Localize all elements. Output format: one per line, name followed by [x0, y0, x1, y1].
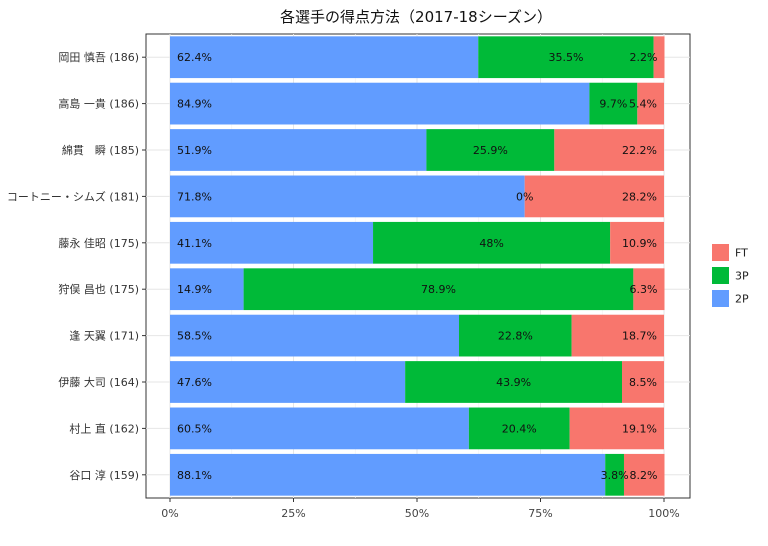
- bar-ft: [569, 407, 664, 450]
- y-tick-label: 伊藤 大司 (164): [58, 375, 139, 389]
- bar-ft: [554, 129, 664, 171]
- legend-key-ft: [712, 244, 729, 261]
- bar-3p: [478, 36, 654, 79]
- bar-3p: [458, 314, 572, 357]
- bar-2p: [170, 268, 244, 311]
- y-tick-label: コートニー・シムズ (181): [7, 189, 139, 203]
- bar-label-ft: 19.1%: [622, 422, 657, 435]
- bar-label-3p: 25.9%: [473, 144, 508, 157]
- bar-2p: [170, 82, 590, 125]
- bar-label-2p: 71.8%: [177, 190, 212, 203]
- bar-label-ft: 8.5%: [629, 376, 657, 389]
- bar-3p: [373, 221, 611, 264]
- bar-label-ft: 18.7%: [622, 330, 657, 343]
- bar-3p: [426, 129, 555, 171]
- bar-label-3p: 20.4%: [502, 422, 537, 435]
- bar-2p: [170, 221, 374, 264]
- bar-label-ft: 6.3%: [630, 283, 658, 296]
- bar-ft: [622, 361, 664, 403]
- y-tick-label: 村上 直 (162): [69, 421, 139, 435]
- bar-3p: [243, 268, 634, 311]
- bar-3p: [605, 453, 624, 496]
- bar-label-ft: 10.9%: [622, 237, 657, 250]
- bar-2p: [170, 314, 459, 357]
- chart-title: 各選手の得点方法（2017-18シーズン）: [280, 8, 552, 26]
- y-tick-label: 藤永 佳昭 (175): [58, 236, 139, 250]
- y-tick-label: 谷口 淳 (159): [69, 468, 139, 482]
- bar-label-ft: 5.4%: [629, 98, 657, 111]
- bar-ft: [524, 175, 664, 218]
- x-tick-label: 100%: [648, 507, 679, 520]
- bar-label-2p: 51.9%: [177, 144, 212, 157]
- bar-label-ft: 8.2%: [630, 469, 658, 482]
- bar-label-2p: 88.1%: [177, 469, 212, 482]
- bar-label-3p: 3.8%: [601, 469, 629, 482]
- bar-2p: [170, 175, 525, 218]
- legend-key-3p: [712, 267, 729, 284]
- bar-ft: [571, 314, 664, 357]
- bar-label-3p: 48%: [479, 237, 503, 250]
- bar-ft: [637, 82, 664, 125]
- bar-label-3p: 9.7%: [599, 98, 627, 111]
- bar-label-3p: 0%: [516, 190, 533, 203]
- bar-label-2p: 58.5%: [177, 330, 212, 343]
- bar-2p: [170, 36, 479, 79]
- legend-label-2p: 2P: [735, 293, 749, 306]
- bar-ft: [610, 221, 664, 264]
- bar-label-3p: 78.9%: [421, 283, 456, 296]
- bar-label-3p: 22.8%: [498, 330, 533, 343]
- legend-label-ft: FT: [735, 247, 748, 260]
- bar-3p: [468, 407, 570, 450]
- bar-label-ft: 22.2%: [622, 144, 657, 157]
- bar-label-2p: 60.5%: [177, 422, 212, 435]
- bar-label-ft: 28.2%: [622, 190, 657, 203]
- legend: FT 3P 2P: [712, 244, 749, 307]
- x-tick-label: 25%: [281, 507, 305, 520]
- x-tick-label: 75%: [528, 507, 552, 520]
- legend-label-3p: 3P: [735, 270, 749, 283]
- bar-ft: [633, 268, 665, 311]
- bar-ft: [623, 453, 665, 496]
- bar-2p: [170, 407, 469, 450]
- bar-3p: [405, 361, 623, 403]
- plot-area: 62.4% 35.5% 2.2% 岡田 慎吾 (186) 84.9% 9.7% 5.4% 高島…: [7, 33, 691, 520]
- bar-label-2p: 84.9%: [177, 98, 212, 111]
- x-tick-label: 50%: [405, 507, 429, 520]
- y-tick-label: 綿貫 瞬 (185): [62, 143, 139, 157]
- y-tick-label: 逢 天翼 (171): [69, 330, 139, 343]
- bar-label-2p: 47.6%: [177, 376, 212, 389]
- y-tick-label: 高島 一貴 (186): [58, 97, 139, 111]
- bar-label-2p: 62.4%: [177, 51, 212, 64]
- bar-label-2p: 41.1%: [177, 237, 212, 250]
- bar-label-2p: 14.9%: [177, 283, 212, 296]
- x-tick-label: 0%: [161, 507, 178, 520]
- bar-ft: [653, 36, 665, 79]
- bar-2p: [170, 361, 406, 403]
- legend-key-2p: [712, 290, 729, 307]
- bar-2p: [170, 453, 606, 496]
- y-tick-label: 狩俣 昌也 (175): [58, 282, 139, 296]
- bar-3p: [589, 82, 638, 125]
- bar-label-3p: 43.9%: [496, 376, 531, 389]
- bar-2p: [170, 129, 427, 171]
- bar-label-ft: 2.2%: [630, 51, 658, 64]
- y-tick-label: 岡田 慎吾 (186): [58, 50, 139, 64]
- bar-label-3p: 35.5%: [548, 51, 583, 64]
